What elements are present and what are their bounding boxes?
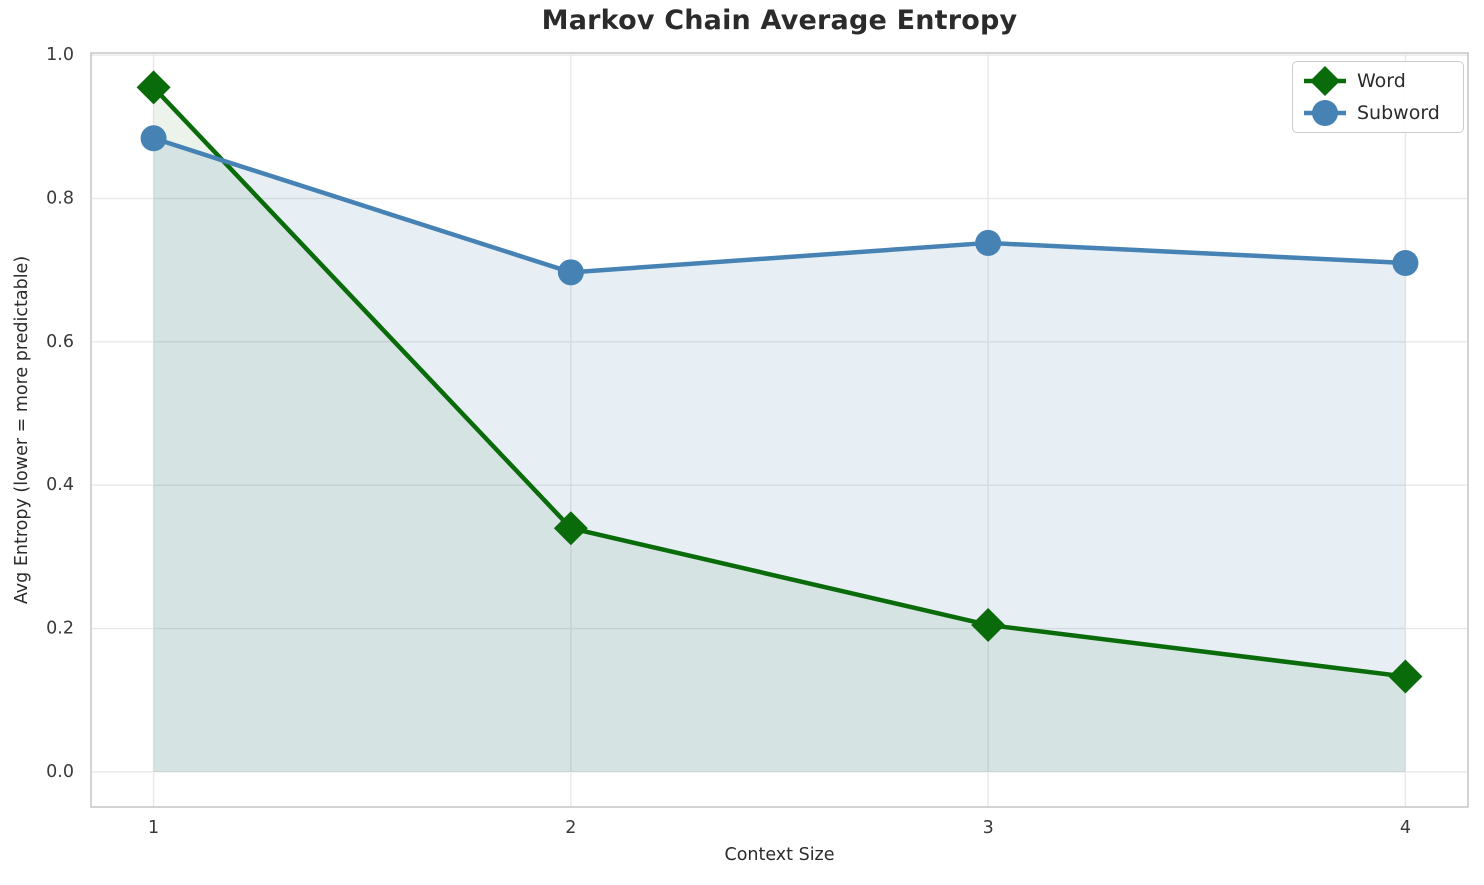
legend: Word Subword: [1292, 61, 1464, 133]
line-subword: [151, 136, 1408, 275]
marker-diamond-word: [553, 511, 588, 546]
y-axis-label: Avg Entropy (lower = more predictable): [12, 255, 32, 605]
y-tick-label: 0.4: [46, 475, 74, 495]
legend-label-subword: Subword: [1357, 101, 1440, 124]
x-tick-label: 4: [1400, 818, 1411, 838]
line-word: [151, 85, 1408, 679]
area-fill-subword: [153, 138, 1406, 772]
x-tick-label: 1: [148, 818, 159, 838]
legend-item-subword: Subword: [1301, 97, 1455, 129]
marker-circle-subword: [975, 229, 1002, 256]
marker-circle-subword: [140, 125, 167, 152]
chart-title: Markov Chain Average Entropy: [541, 5, 1018, 36]
legend-item-word: Word: [1301, 65, 1455, 97]
marker-circle-subword: [557, 259, 584, 286]
y-tick-label: 0.6: [46, 332, 74, 352]
area-fill-word: [153, 87, 1406, 772]
x-axis-label: Context Size: [724, 845, 835, 865]
legend-label-word: Word: [1357, 69, 1406, 92]
marker-diamond-word: [136, 70, 171, 105]
axes-spines: [90, 52, 1469, 808]
x-tick-label: 2: [565, 818, 576, 838]
y-tick-label: 0.0: [46, 762, 74, 782]
marker-circle-subword: [1392, 250, 1419, 277]
marker-diamond-word: [1388, 659, 1423, 694]
y-tick-label: 1.0: [46, 45, 74, 65]
marker-diamond-word: [971, 607, 1006, 642]
subword-circle-icon: [1304, 100, 1346, 126]
y-tick-label: 0.2: [46, 619, 74, 639]
word-diamond-icon: [1304, 66, 1346, 96]
x-tick-label: 3: [983, 818, 994, 838]
y-tick-label: 0.8: [46, 188, 74, 208]
